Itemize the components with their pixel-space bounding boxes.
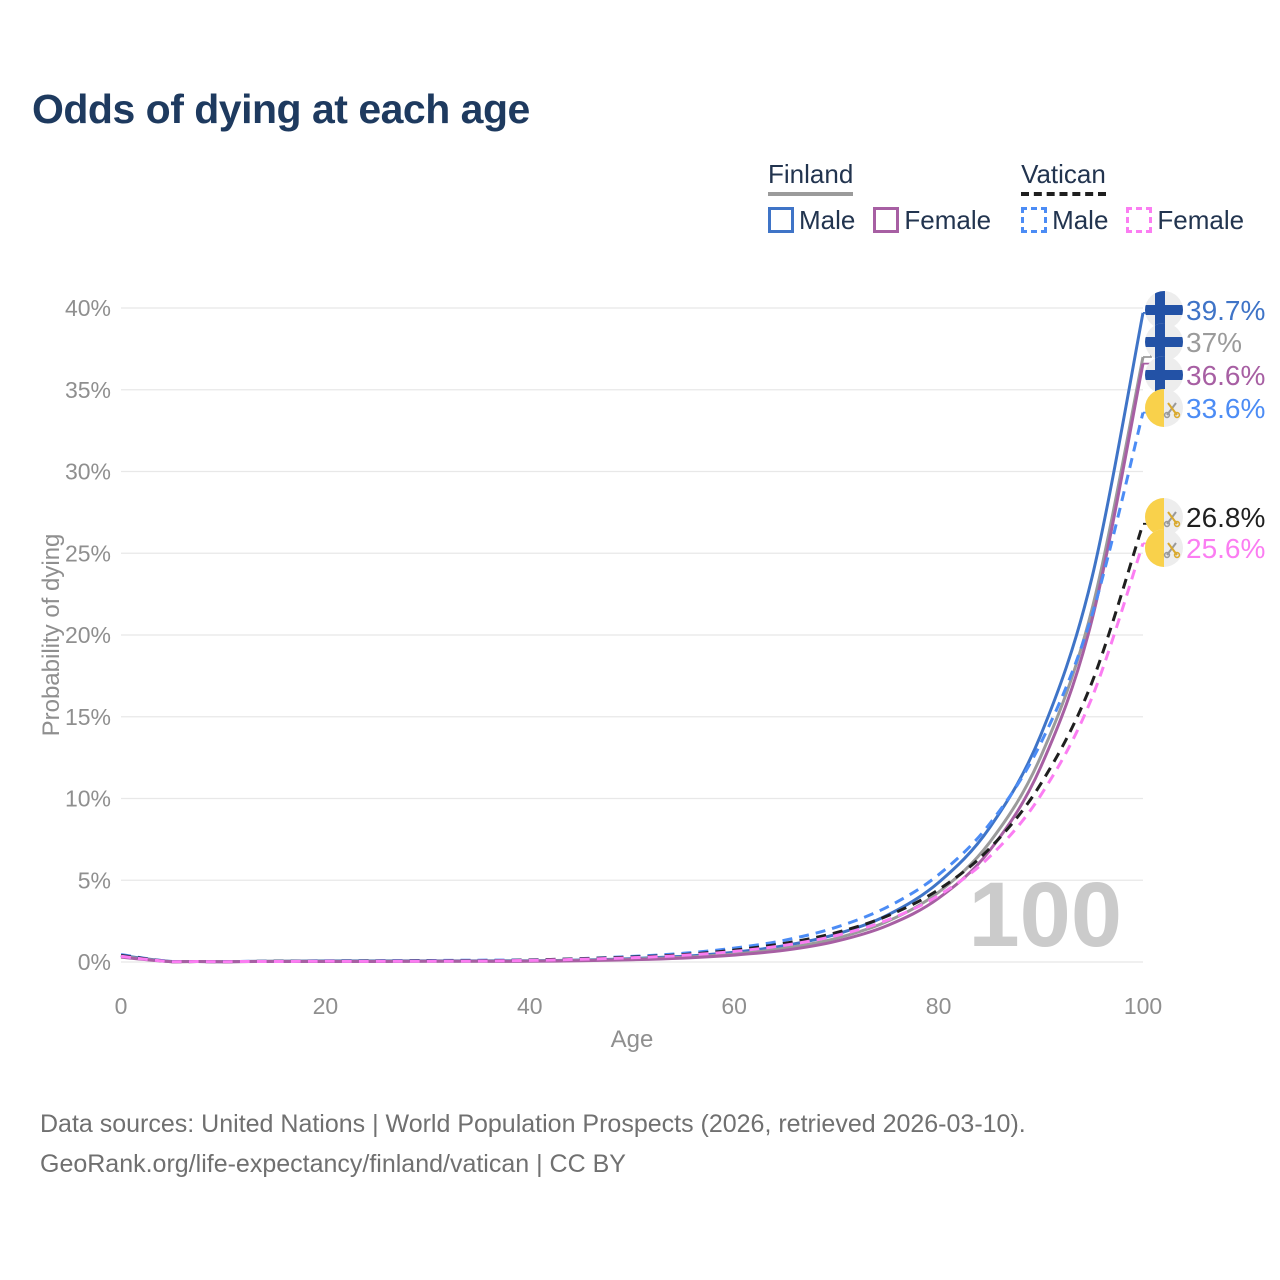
y-tick-label: 35% (65, 377, 111, 403)
legend-swatch-finland-female[interactable] (873, 207, 900, 234)
y-tick-label: 30% (65, 459, 111, 485)
x-tick-label: 80 (926, 993, 952, 1019)
legend-item-label: Female (1157, 204, 1245, 235)
series-line-vatican-female[interactable] (120, 542, 1145, 964)
legend-group-title-vatican: Vatican (1021, 160, 1106, 196)
legend-group-finland: Finland Male Female (768, 160, 991, 236)
series-end-label: 36.6% (1186, 360, 1265, 391)
legend-items-finland: Male Female (768, 205, 991, 236)
legend-items-vatican: Male Female (1021, 205, 1244, 236)
x-tick-label: 0 (115, 993, 128, 1019)
vatican-flag-icon (1145, 498, 1183, 536)
legend-item-vatican-male[interactable]: Male (1021, 205, 1108, 236)
footer-data-sources: Data sources: United Nations | World Pop… (40, 1110, 1026, 1138)
legend-group-vatican: Vatican Male Female (1021, 160, 1244, 236)
legend: Finland Male Female Vatican Male (768, 160, 1244, 236)
y-tick-label: 15% (65, 704, 111, 730)
legend-swatch-vatican-female[interactable] (1126, 207, 1153, 234)
footer-attribution: GeoRank.org/life-expectancy/finland/vati… (40, 1150, 626, 1178)
x-tick-label: 20 (313, 993, 339, 1019)
legend-item-label: Female (904, 204, 992, 235)
series-end-label: 39.7% (1186, 295, 1265, 326)
legend-item-finland-male[interactable]: Male (768, 205, 855, 236)
vatican-flag-icon (1145, 389, 1183, 427)
y-tick-label: 10% (65, 786, 111, 812)
legend-group-title-finland: Finland (768, 160, 854, 196)
y-tick-label: 40% (65, 295, 111, 321)
finland-flag-icon (1145, 356, 1183, 394)
vatican-flag-icon (1145, 529, 1183, 567)
series-line-finland-female[interactable] (120, 363, 1145, 964)
legend-swatch-vatican-male[interactable] (1021, 207, 1048, 234)
legend-item-finland-female[interactable]: Female (873, 205, 991, 236)
footer: Data sources: United Nations | World Pop… (40, 1104, 1026, 1184)
legend-item-label: Male (1052, 204, 1109, 235)
x-tick-label: 40 (517, 993, 543, 1019)
page-title: Odds of dying at each age (32, 86, 530, 132)
x-tick-label: 100 (1124, 993, 1162, 1019)
y-tick-label: 0% (78, 949, 111, 975)
x-axis-title: Age (610, 1026, 654, 1053)
legend-item-vatican-female[interactable]: Female (1126, 205, 1244, 236)
y-tick-label: 20% (65, 622, 111, 648)
series-end-label: 33.6% (1186, 393, 1265, 424)
series-end-label: 25.6% (1186, 533, 1265, 564)
legend-swatch-finland-male[interactable] (768, 207, 794, 234)
series-end-label: 26.8% (1186, 502, 1265, 533)
series-line-vatican-both-sexes[interactable] (120, 523, 1145, 964)
finland-flag-icon (1145, 323, 1183, 361)
series-end-label: 37% (1186, 327, 1242, 358)
y-tick-label: 5% (78, 867, 111, 893)
legend-item-label: Male (799, 204, 856, 235)
age-hover-watermark: 100 (969, 864, 1123, 966)
y-tick-label: 25% (65, 540, 111, 566)
finland-flag-icon (1145, 291, 1183, 329)
x-tick-label: 60 (721, 993, 747, 1019)
